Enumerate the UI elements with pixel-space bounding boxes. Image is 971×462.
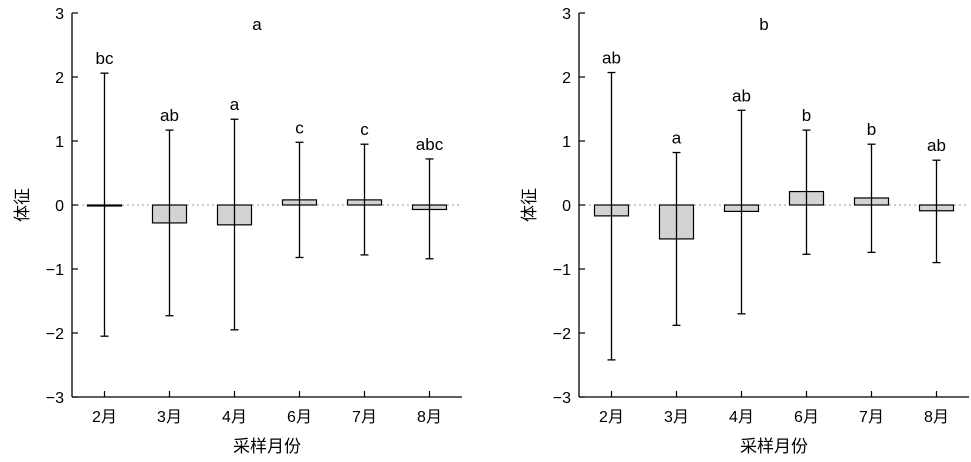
y-tick-label: 0 [55,198,64,215]
significance-label: ab [602,49,621,68]
y-tick-label: −2 [553,326,571,343]
x-tick-label: 8月 [417,409,442,426]
significance-label: b [867,120,876,139]
y-tick-label: 0 [562,198,571,215]
y-tick-label: 3 [55,6,64,23]
y-tick-label: −1 [46,262,64,279]
y-tick-label: 1 [562,134,571,151]
x-axis-label: 采样月份 [740,437,808,456]
significance-label: c [360,120,369,139]
y-tick-label: −2 [46,326,64,343]
y-tick-label: 1 [55,134,64,151]
panel-b: ab a ab b b ab 3 2 1 0 −1 −2 −3 2月 3月 4月 6月 7月 8月 b 采样月份 体征 [520,6,969,456]
y-tick-label: −1 [553,262,571,279]
x-tick-label: 6月 [794,409,819,426]
panel-title: b [759,15,768,34]
y-tick-label: 2 [55,70,64,87]
x-tick-label: 7月 [352,409,377,426]
x-tick-label: 6月 [287,409,312,426]
x-tick-label: 2月 [599,409,624,426]
x-tick-label: 8月 [924,409,949,426]
significance-label: a [230,95,240,114]
y-tick-label: −3 [46,390,64,407]
significance-label: ab [927,136,946,155]
y-axis-label: 体征 [13,188,32,222]
y-axis-label: 体征 [520,188,539,222]
x-tick-label: 2月 [92,409,117,426]
significance-label: b [802,106,811,125]
panel-title: a [252,15,262,34]
significance-label: c [295,118,304,137]
y-tick-label: 2 [562,70,571,87]
significance-label: a [672,129,682,148]
significance-label: bc [96,49,114,68]
y-tick-label: −3 [553,390,571,407]
x-tick-label: 7月 [859,409,884,426]
y-tick-label: 3 [562,6,571,23]
significance-label: ab [160,106,179,125]
significance-label: ab [732,86,751,105]
x-tick-label: 4月 [729,409,754,426]
x-tick-label: 4月 [222,409,247,426]
panel-a: bc ab a c c abc 3 2 1 0 −1 −2 −3 2月 3月 4月 6月 7月 8月 a 采样月份 体征 [13,6,462,456]
x-tick-label: 3月 [157,409,182,426]
significance-label: abc [416,135,444,154]
x-axis-label: 采样月份 [233,437,301,456]
x-tick-label: 3月 [664,409,689,426]
